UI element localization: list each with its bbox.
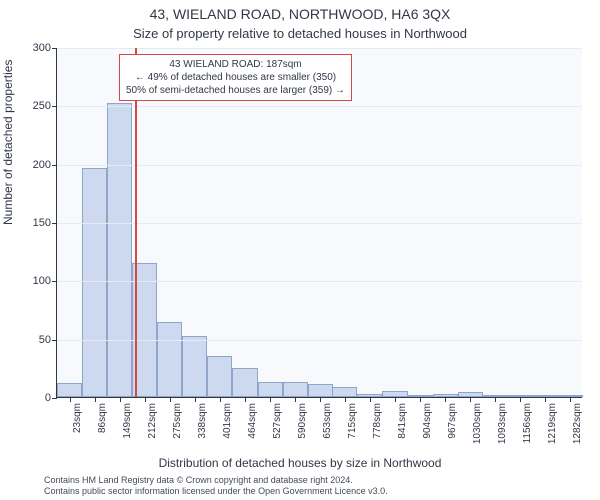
xtick-mark <box>320 397 321 402</box>
footnote-line-1: Contains HM Land Registry data © Crown c… <box>44 475 584 485</box>
xtick-label: 527sqm <box>272 403 283 463</box>
ytick-mark <box>52 340 57 341</box>
xtick-label: 149sqm <box>122 403 133 463</box>
xtick-mark <box>570 397 571 402</box>
xtick-mark <box>495 397 496 402</box>
histogram-bar <box>207 356 232 397</box>
xtick-mark <box>470 397 471 402</box>
histogram-bar <box>283 382 308 397</box>
y-axis-label: Number of detached properties <box>1 60 15 225</box>
ytick-label: 100 <box>33 275 51 287</box>
xtick-label: 967sqm <box>447 403 458 463</box>
xtick-label: 1156sqm <box>522 403 533 463</box>
xtick-label: 1219sqm <box>547 403 558 463</box>
plot-area: 05010015020025030023sqm86sqm149sqm212sqm… <box>56 48 582 398</box>
x-axis-label: Distribution of detached houses by size … <box>0 456 600 470</box>
xtick-label: 1093sqm <box>497 403 508 463</box>
histogram-bar <box>57 383 82 397</box>
xtick-label: 23sqm <box>72 403 83 463</box>
xtick-label: 338sqm <box>197 403 208 463</box>
xtick-label: 1282sqm <box>572 403 583 463</box>
ytick-label: 50 <box>39 334 51 346</box>
xtick-label: 1030sqm <box>472 403 483 463</box>
xtick-mark <box>145 397 146 402</box>
annotation-box: 43 WIELAND ROAD: 187sqm← 49% of detached… <box>119 54 352 101</box>
xtick-label: 401sqm <box>222 403 233 463</box>
ytick-mark <box>52 165 57 166</box>
xtick-label: 653sqm <box>322 403 333 463</box>
xtick-mark <box>70 397 71 402</box>
ytick-mark <box>52 398 57 399</box>
ytick-label: 0 <box>45 392 51 404</box>
histogram-bar <box>182 336 207 397</box>
chart-container: 43, WIELAND ROAD, NORTHWOOD, HA6 3QX Siz… <box>0 0 600 500</box>
annotation-line-2: ← 49% of detached houses are smaller (35… <box>126 71 345 84</box>
title-address: 43, WIELAND ROAD, NORTHWOOD, HA6 3QX <box>0 6 600 22</box>
xtick-mark <box>120 397 121 402</box>
xtick-mark <box>545 397 546 402</box>
ytick-mark <box>52 48 57 49</box>
annotation-line-1: 43 WIELAND ROAD: 187sqm <box>126 58 345 71</box>
ytick-mark <box>52 223 57 224</box>
xtick-label: 715sqm <box>347 403 358 463</box>
histogram-bar <box>82 168 107 397</box>
xtick-label: 778sqm <box>372 403 383 463</box>
xtick-label: 904sqm <box>422 403 433 463</box>
xtick-mark <box>220 397 221 402</box>
xtick-mark <box>95 397 96 402</box>
xtick-mark <box>370 397 371 402</box>
xtick-mark <box>170 397 171 402</box>
ytick-label: 200 <box>33 159 51 171</box>
annotation-line-3: 50% of semi-detached houses are larger (… <box>126 84 345 97</box>
histogram-bar <box>258 382 283 397</box>
histogram-bar <box>107 103 132 397</box>
histogram-bar <box>232 368 257 397</box>
xtick-label: 841sqm <box>397 403 408 463</box>
histogram-bar <box>308 384 333 397</box>
xtick-mark <box>420 397 421 402</box>
xtick-mark <box>520 397 521 402</box>
ytick-label: 150 <box>33 217 51 229</box>
footnote-line-2: Contains public sector information licen… <box>44 486 584 496</box>
xtick-mark <box>395 397 396 402</box>
title-subtitle: Size of property relative to detached ho… <box>0 26 600 41</box>
histogram-bar <box>332 387 357 398</box>
xtick-label: 275sqm <box>172 403 183 463</box>
ytick-label: 250 <box>33 100 51 112</box>
ytick-mark <box>52 281 57 282</box>
xtick-label: 86sqm <box>97 403 108 463</box>
xtick-mark <box>295 397 296 402</box>
ytick-label: 300 <box>33 42 51 54</box>
footnote: Contains HM Land Registry data © Crown c… <box>44 475 584 496</box>
xtick-mark <box>345 397 346 402</box>
xtick-label: 590sqm <box>297 403 308 463</box>
xtick-mark <box>445 397 446 402</box>
xtick-label: 212sqm <box>147 403 158 463</box>
histogram-bar <box>157 322 182 397</box>
ytick-mark <box>52 106 57 107</box>
xtick-mark <box>245 397 246 402</box>
xtick-label: 464sqm <box>247 403 258 463</box>
xtick-mark <box>195 397 196 402</box>
xtick-mark <box>270 397 271 402</box>
